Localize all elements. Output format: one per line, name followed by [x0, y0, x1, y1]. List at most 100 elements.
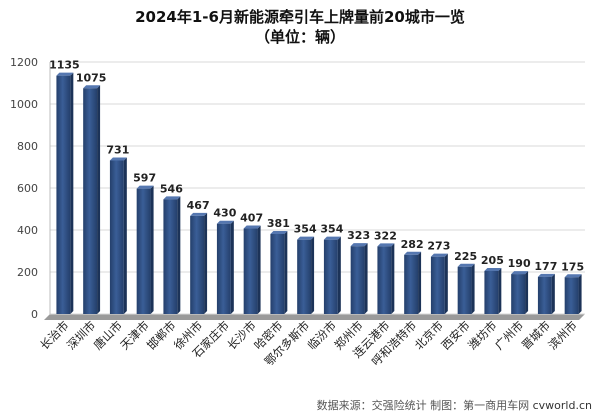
bar: [163, 199, 178, 314]
data-label: 225: [454, 250, 477, 263]
chart-subtitle: （单位：辆）: [254, 28, 345, 46]
bar: [109, 160, 124, 314]
x-tick-label: 广州市: [492, 318, 526, 352]
bar: [297, 239, 312, 314]
data-label: 175: [561, 260, 584, 273]
bar-side: [311, 236, 315, 314]
bar: [136, 188, 151, 314]
bar: [537, 276, 552, 314]
bar-top: [270, 230, 288, 234]
data-label: 354: [294, 223, 317, 236]
data-label: 205: [481, 254, 504, 267]
bar-top: [109, 157, 127, 161]
chart-footer: 数据来源：交强险统计 制图：第一商用车网 cvworld.cn: [317, 397, 592, 413]
bar-side: [551, 273, 555, 314]
x-tick-label: 晋城市: [519, 318, 553, 352]
data-label: 597: [133, 172, 156, 185]
bar-top: [377, 243, 395, 247]
plot-floor: [44, 314, 585, 320]
x-tick-label: 北京市: [412, 318, 446, 352]
data-label: 1075: [76, 71, 107, 84]
bar-side: [123, 157, 127, 314]
x-tick-label: 西安市: [438, 318, 472, 352]
source-note: 数据来源：交强险统计 制图：: [316, 399, 464, 412]
data-label: 190: [508, 257, 531, 270]
bar: [484, 270, 499, 314]
bar: [190, 215, 205, 314]
bar-side: [150, 185, 154, 314]
x-tick-label: 唐山市: [91, 318, 125, 352]
bar-top: [56, 72, 74, 76]
x-tick-label: 深圳市: [64, 318, 98, 352]
bar-side: [578, 274, 582, 314]
bar-top: [216, 220, 234, 224]
data-label: 323: [347, 229, 370, 242]
bar: [216, 223, 231, 314]
data-label: 282: [401, 238, 424, 251]
bar: [564, 277, 579, 314]
data-label: 731: [106, 143, 129, 156]
y-tick-label: 200: [17, 266, 38, 279]
x-tick-label: 潍坊市: [465, 318, 499, 352]
x-tick-label: 临汾市: [305, 318, 339, 352]
bar-side: [204, 212, 208, 314]
bar-side: [97, 85, 101, 314]
bar-side: [337, 236, 341, 314]
bar-top: [190, 212, 208, 216]
bar-top: [511, 271, 529, 275]
bar-side: [257, 225, 261, 314]
bar-top: [83, 85, 101, 89]
bar-top: [163, 196, 181, 200]
data-label: 546: [160, 182, 183, 195]
x-tick-label: 天津市: [117, 318, 151, 352]
bar-side: [418, 251, 422, 314]
bar-top: [537, 273, 555, 277]
bar: [430, 256, 445, 314]
bar-top: [457, 263, 475, 267]
y-tick-label: 0: [31, 308, 38, 321]
bar-top: [323, 236, 341, 240]
bar-side: [525, 271, 529, 314]
bar: [83, 88, 98, 314]
bar-side: [177, 196, 181, 314]
publisher-logo-text: 第一商用车网: [463, 399, 530, 412]
bar: [270, 233, 285, 314]
bar-side: [444, 253, 448, 314]
data-label: 467: [187, 199, 210, 212]
bar: [511, 274, 526, 314]
bar: [350, 246, 365, 314]
data-label: 354: [320, 223, 343, 236]
bar: [377, 246, 392, 314]
data-label: 177: [534, 260, 557, 273]
bar-top: [404, 251, 422, 255]
bar-side: [471, 263, 475, 314]
data-label: 430: [213, 207, 236, 220]
bar-top: [484, 267, 502, 271]
x-tick-label: 邯郸市: [144, 318, 178, 352]
y-tick-label: 1000: [10, 98, 38, 111]
data-label: 407: [240, 212, 263, 225]
x-tick-label: 滨州市: [545, 318, 579, 352]
y-tick-label: 1200: [10, 56, 38, 69]
bar-top: [243, 225, 261, 229]
chart-title: 2024年1-6月新能源牵引车上牌量前20城市一览: [135, 8, 465, 26]
x-tick-label: 长治市: [37, 318, 71, 352]
bar-side: [70, 72, 74, 315]
bar-top: [350, 243, 368, 247]
bar-side: [230, 220, 234, 314]
bar: [243, 228, 258, 314]
bar-top: [136, 185, 154, 189]
data-label: 1135: [49, 59, 80, 72]
y-tick-label: 400: [17, 224, 38, 237]
bar: [404, 254, 419, 314]
data-label: 273: [427, 240, 450, 253]
bar-side: [364, 243, 368, 314]
bar-top: [564, 274, 582, 278]
data-label: 381: [267, 217, 290, 230]
y-tick-label: 600: [17, 182, 38, 195]
bar: [457, 266, 472, 314]
bar: [56, 75, 71, 315]
publisher-domain: cvworld.cn: [532, 399, 592, 412]
bar: [323, 239, 338, 314]
